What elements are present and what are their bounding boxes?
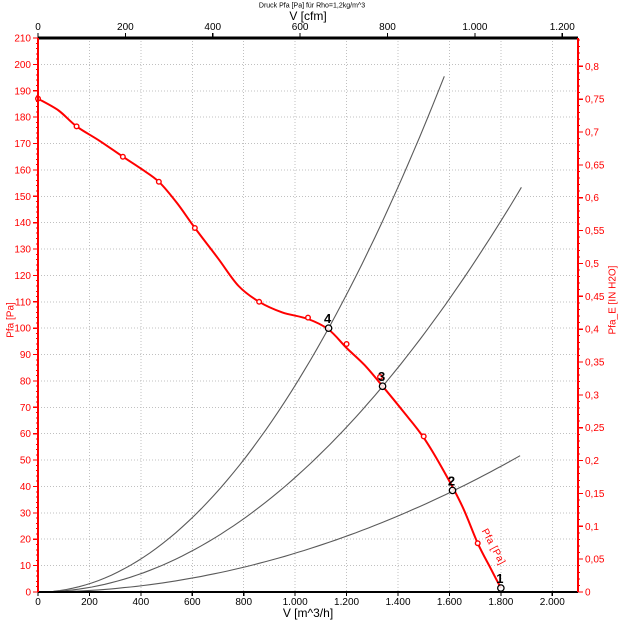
operating-point-2: [448, 486, 457, 495]
bottom-axis-title: V [m^3/h]: [282, 606, 334, 620]
left-tick-label: 70: [20, 403, 32, 414]
top-tick-label: 200: [117, 22, 134, 33]
data-point-marker: [155, 178, 162, 185]
system-curve: [53, 455, 521, 593]
operating-point-1: [497, 584, 505, 592]
bottom-tick-label: 1.600: [437, 597, 462, 608]
top-tick-label: 1.000: [462, 22, 487, 33]
bottom-tick-label: 0: [35, 597, 41, 608]
right-tick-label: 0,55: [585, 226, 605, 237]
data-point-marker: [377, 373, 384, 380]
right-tick-label: 0,4: [585, 325, 599, 336]
right-tick-label: 0,75: [585, 95, 605, 106]
left-tick-label: 30: [20, 508, 32, 519]
left-tick-label: 90: [20, 350, 32, 361]
right-tick-label: 0,5: [585, 259, 599, 270]
bottom-tick-label: 800: [235, 597, 252, 608]
left-tick-label: 40: [20, 482, 32, 493]
top-tick-label: 600: [292, 22, 309, 33]
right-tick-label: 0,8: [585, 62, 599, 73]
operating-point-label-4: 4: [324, 311, 332, 326]
left-tick-label: 10: [20, 561, 32, 572]
left-tick-label: 100: [14, 324, 31, 335]
bottom-tick-label: 400: [133, 597, 150, 608]
operating-point-label-3: 3: [378, 369, 385, 384]
system-curve: [53, 76, 445, 592]
left-tick-label: 60: [20, 429, 32, 440]
operating-point-4: [324, 324, 333, 333]
right-tick-label: 0,3: [585, 390, 599, 401]
chart-title: Druck Pfa [Pa] für Rho=1,2kg/m^3: [258, 2, 366, 10]
left-tick-label: 150: [14, 192, 31, 203]
bottom-tick-label: 1.400: [385, 597, 410, 608]
data-point-marker: [119, 153, 126, 160]
left-tick-label: 200: [14, 60, 31, 71]
bottom-tick-label: 600: [184, 597, 201, 608]
left-tick-label: 170: [14, 139, 31, 150]
right-tick-label: 0,7: [585, 128, 599, 139]
left-axis-title: Pfa [Pa]: [5, 302, 17, 338]
right-tick-label: 0: [585, 588, 591, 599]
left-tick-label: 190: [14, 86, 31, 97]
top-tick-label: 800: [379, 22, 396, 33]
left-tick-label: 20: [20, 535, 32, 546]
bottom-tick-label: 2.000: [540, 597, 565, 608]
right-tick-label: 0,45: [585, 292, 605, 303]
left-tick-label: 140: [14, 218, 31, 229]
bottom-tick-label: 200: [81, 597, 98, 608]
left-tick-label: 0: [25, 588, 31, 599]
top-tick-label: 400: [204, 22, 221, 33]
right-tick-label: 0,1: [585, 522, 599, 533]
system-curve: [53, 187, 522, 593]
data-point-marker: [305, 314, 312, 321]
right-tick-label: 0,35: [585, 358, 605, 369]
data-point-marker: [474, 540, 481, 547]
data-point-marker: [343, 341, 350, 348]
left-tick-label: 80: [20, 376, 32, 387]
bottom-tick-label: 1.200: [334, 597, 359, 608]
right-tick-label: 0,15: [585, 489, 605, 500]
right-tick-label: 0,25: [585, 423, 605, 434]
bottom-tick-label: 1.800: [488, 597, 513, 608]
data-point-marker: [191, 224, 198, 231]
operating-point-label-2: 2: [448, 473, 455, 488]
fan-curve: [37, 97, 502, 589]
right-axis-title: Pfa_E [IN H2O]: [607, 265, 619, 335]
left-tick-label: 180: [14, 113, 31, 124]
right-tick-label: 0,65: [585, 160, 605, 171]
left-tick-label: 120: [14, 271, 31, 282]
data-point-marker: [420, 433, 427, 440]
top-axis-title: V [cfm]: [289, 9, 327, 23]
right-tick-label: 0,05: [585, 555, 605, 566]
right-tick-label: 0,6: [585, 193, 599, 204]
top-tick-label: 1.200: [550, 22, 575, 33]
data-point-marker: [256, 298, 263, 305]
left-tick-label: 110: [15, 297, 31, 308]
data-point-marker: [73, 123, 80, 130]
right-tick-label: 0,2: [585, 456, 599, 467]
left-tick-label: 160: [14, 165, 31, 176]
operating-point-label-1: 1: [496, 571, 503, 586]
top-tick-label: 0: [35, 22, 41, 33]
bottom-tick-label: 1.000: [283, 597, 308, 608]
operating-point-3: [378, 382, 387, 391]
left-tick-label: 210: [14, 34, 31, 45]
left-tick-label: 50: [20, 456, 32, 467]
left-tick-label: 130: [14, 245, 31, 256]
